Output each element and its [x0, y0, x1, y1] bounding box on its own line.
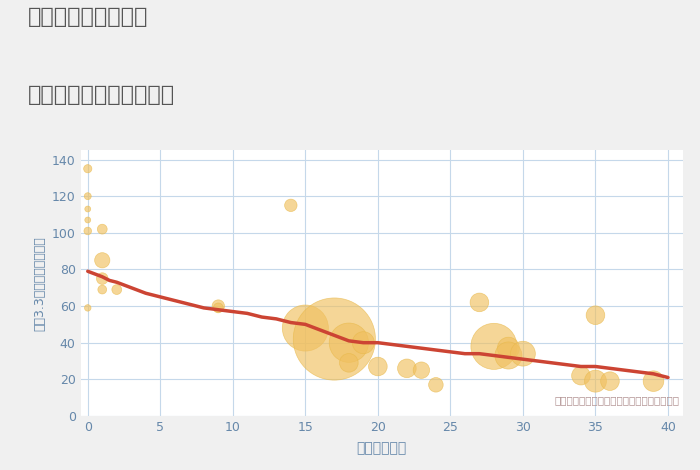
Point — [82, 205, 93, 213]
Point — [590, 377, 601, 385]
Point — [590, 312, 601, 319]
Point — [401, 365, 412, 372]
Text: 千葉県市原市風戸の: 千葉県市原市風戸の — [28, 7, 148, 27]
Point — [329, 335, 340, 343]
Point — [285, 202, 296, 209]
Point — [416, 367, 427, 374]
Point — [300, 324, 311, 332]
Point — [430, 381, 442, 389]
Point — [489, 343, 500, 350]
Point — [97, 286, 108, 293]
Point — [648, 377, 659, 385]
Point — [82, 192, 93, 200]
Point — [503, 352, 514, 359]
Point — [82, 304, 93, 312]
Point — [82, 227, 93, 235]
Y-axis label: 坪（3.3㎡）単価（万円）: 坪（3.3㎡）単価（万円） — [33, 236, 46, 330]
Point — [82, 165, 93, 172]
X-axis label: 築年数（年）: 築年数（年） — [356, 441, 407, 455]
Point — [82, 216, 93, 224]
Point — [213, 302, 224, 310]
Point — [372, 363, 384, 370]
Point — [474, 298, 485, 306]
Point — [97, 226, 108, 233]
Point — [503, 345, 514, 352]
Point — [97, 257, 108, 264]
Point — [343, 359, 354, 367]
Text: 円の大きさは、取引のあった物件面積を示す: 円の大きさは、取引のあった物件面積を示す — [554, 395, 680, 405]
Point — [111, 286, 122, 293]
Point — [604, 377, 615, 385]
Point — [358, 339, 369, 346]
Point — [343, 339, 354, 346]
Point — [517, 350, 528, 358]
Point — [575, 372, 587, 379]
Point — [97, 275, 108, 282]
Point — [213, 304, 224, 312]
Text: 築年数別中古戸建て価格: 築年数別中古戸建て価格 — [28, 85, 175, 105]
